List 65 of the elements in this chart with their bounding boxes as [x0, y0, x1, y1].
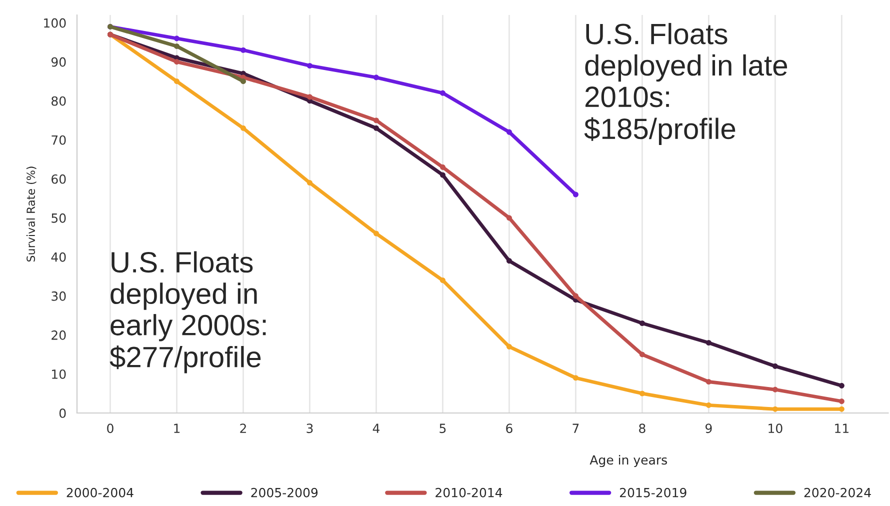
y-tick-label: 40 [51, 252, 66, 262]
point [706, 340, 712, 346]
legend-label: 2005-2009 [251, 488, 318, 498]
point [240, 125, 246, 131]
y-tick-label: 60 [52, 174, 66, 184]
point [306, 94, 313, 100]
legend-label: 2020-2024 [804, 488, 871, 498]
point [506, 344, 512, 350]
x-tick-label: 1 [174, 424, 180, 433]
point [706, 379, 712, 385]
y-axis-title: Survival Rate (%) [26, 166, 36, 262]
point [706, 402, 712, 408]
point [373, 74, 379, 80]
point [240, 78, 246, 84]
y-tick-label: 90 [51, 57, 66, 67]
annotation: U.S. Floats deployed in late 2010s: $185/profile [584, 22, 788, 145]
legend-label: 2015-2019 [620, 488, 686, 498]
point [572, 192, 578, 198]
point [639, 390, 645, 396]
x-tick-label: 2 [240, 424, 246, 433]
point [838, 382, 844, 388]
point [174, 59, 180, 65]
point [639, 352, 645, 358]
x-tick-label: 5 [440, 424, 446, 434]
point [373, 118, 379, 124]
x-tick-label: 4 [372, 424, 380, 433]
y-tick-label: 0 [59, 408, 66, 418]
point [440, 164, 446, 170]
x-tick-label: 7 [572, 424, 579, 433]
y-tick-label: 80 [52, 96, 66, 106]
point [506, 258, 512, 264]
x-tick-label: 6 [506, 424, 512, 434]
point [373, 230, 379, 236]
point [306, 180, 313, 186]
point [440, 278, 446, 284]
point [440, 90, 446, 96]
point [506, 129, 512, 135]
point [772, 363, 778, 369]
y-tick-label: 10 [52, 369, 66, 379]
x-tick-label: 10 [768, 424, 782, 434]
x-tick-label: 0 [107, 424, 114, 434]
point [174, 36, 180, 42]
point [572, 293, 578, 299]
y-tick-label: 100 [44, 18, 66, 28]
point [306, 62, 313, 69]
legend-label: 2000-2004 [66, 488, 134, 498]
y-tick-label: 30 [52, 291, 66, 301]
x-tick-label: 3 [306, 424, 313, 434]
point [639, 320, 645, 326]
x-tick-label: 9 [706, 424, 712, 434]
point [174, 43, 180, 49]
y-tick-label: 50 [52, 213, 66, 223]
point [572, 375, 578, 381]
x-axis-title: Age in years [590, 454, 667, 468]
x-tick-label: 11 [835, 424, 848, 433]
point [506, 215, 512, 221]
point [440, 172, 446, 178]
x-tick-label: 8 [639, 424, 646, 434]
point [838, 398, 844, 404]
point [373, 125, 379, 131]
y-tick-label: 70 [52, 135, 66, 145]
y-tick-label: 20 [52, 330, 66, 340]
annotation: U.S. Floats deployed in early 2000s: $277/profile [110, 251, 266, 374]
point [174, 78, 180, 84]
legend-label: 2010-2014 [436, 488, 502, 498]
